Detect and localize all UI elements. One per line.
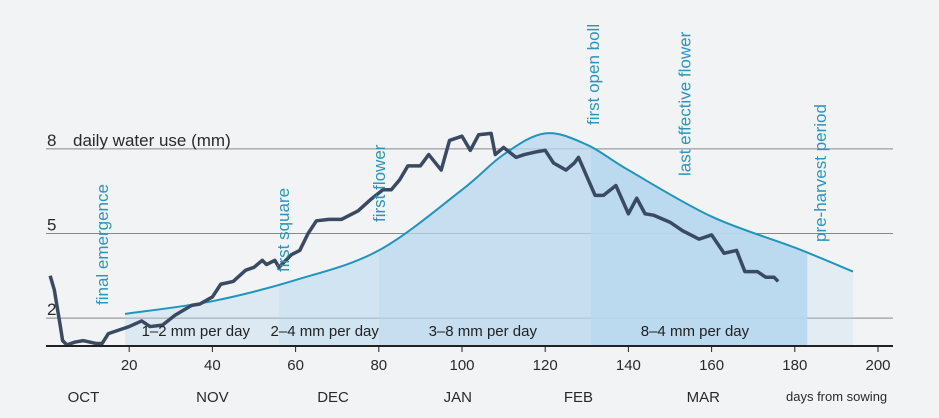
x-tick-label: 20 xyxy=(121,357,138,374)
series-lines xyxy=(48,131,854,347)
month-label: NOV xyxy=(196,389,229,406)
month-label: DEC xyxy=(317,389,349,406)
x-tick-label: 80 xyxy=(370,357,387,374)
x-tick-label: 140 xyxy=(616,357,641,374)
potential-curve xyxy=(124,132,854,315)
period-label: 3–8 mm per day xyxy=(429,323,538,340)
stage-band xyxy=(378,133,591,346)
stage-band xyxy=(278,133,379,346)
y-tick-label: 8 xyxy=(47,131,56,150)
actual-water-use-line xyxy=(48,131,780,347)
y-axis-label: daily water use (mm) xyxy=(73,131,231,150)
period-label: 8–4 mm per day xyxy=(641,323,750,340)
x-tick-label: 200 xyxy=(865,357,890,374)
x-tick-label: 160 xyxy=(699,357,724,374)
x-tick-label: 120 xyxy=(533,357,558,374)
stage-annotation: first square xyxy=(274,188,293,272)
stage-annotation: first flower xyxy=(370,144,389,222)
x-ticks: 20 40 60 80 100 120 140 160 180 200 xyxy=(121,346,891,374)
x-axis-label: days from sowing xyxy=(786,389,887,404)
stage-band xyxy=(590,133,808,346)
y-tick-label: 2 xyxy=(47,300,56,319)
y-tick-label: 5 xyxy=(47,216,56,235)
x-tick-label: 40 xyxy=(204,357,221,374)
stage-annotation: last effective flower xyxy=(676,31,695,176)
month-label: JAN xyxy=(444,389,472,406)
labels: OCT NOV DEC JAN FEB MAR 1–2 mm per day 2–4 mm p… xyxy=(68,24,830,406)
stage-annotation: pre-harvest period xyxy=(811,104,830,242)
period-label: 1–2 mm per day xyxy=(142,323,251,340)
stage-annotation: first open boll xyxy=(584,24,603,125)
stage-annotation: final emergence xyxy=(93,184,112,305)
x-tick-label: 60 xyxy=(287,357,304,374)
curve-fill xyxy=(125,133,854,346)
period-label: 2–4 mm per day xyxy=(271,323,380,340)
month-label: OCT xyxy=(68,389,100,406)
x-tick-label: 100 xyxy=(449,357,474,374)
month-label: FEB xyxy=(564,389,593,406)
month-label: MAR xyxy=(687,389,721,406)
x-tick-label: 180 xyxy=(782,357,807,374)
